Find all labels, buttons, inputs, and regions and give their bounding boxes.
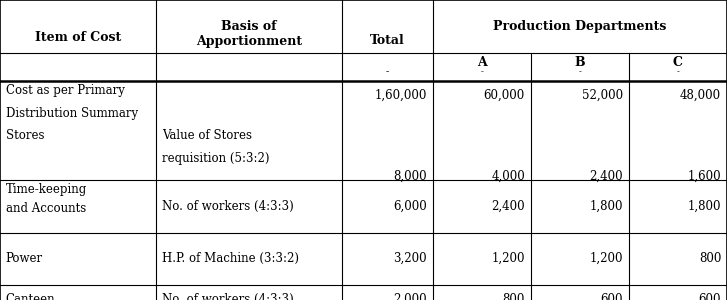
Text: 48,000: 48,000 — [680, 88, 721, 101]
Text: 1,200: 1,200 — [590, 252, 623, 265]
Text: Item of Cost: Item of Cost — [35, 31, 121, 44]
Text: A: A — [477, 56, 486, 69]
Text: Distribution Summary: Distribution Summary — [6, 106, 138, 119]
Text: Stores: Stores — [6, 129, 44, 142]
Text: 1,800: 1,800 — [590, 200, 623, 213]
Text: 800: 800 — [699, 252, 721, 265]
Text: C: C — [673, 56, 683, 69]
Text: No. of workers (4:3:3): No. of workers (4:3:3) — [162, 200, 294, 213]
Text: 600: 600 — [699, 293, 721, 300]
Text: 2,000: 2,000 — [393, 293, 427, 300]
Text: 8,000: 8,000 — [393, 169, 427, 182]
Text: 1,600: 1,600 — [688, 169, 721, 182]
Text: and Accounts: and Accounts — [6, 202, 86, 215]
Text: Canteen: Canteen — [6, 293, 55, 300]
Text: Basis of
Apportionment: Basis of Apportionment — [196, 20, 302, 49]
Text: Value of Stores: Value of Stores — [162, 129, 252, 142]
Text: Production Departments: Production Departments — [493, 20, 667, 33]
Text: -: - — [481, 68, 483, 76]
Text: Total: Total — [370, 34, 404, 47]
Text: Time-keeping: Time-keeping — [6, 183, 87, 196]
Text: 4,000: 4,000 — [491, 169, 525, 182]
Text: 600: 600 — [601, 293, 623, 300]
Text: requisition (5:3:2): requisition (5:3:2) — [162, 152, 270, 164]
Text: 1,200: 1,200 — [491, 252, 525, 265]
Text: 800: 800 — [502, 293, 525, 300]
Text: -: - — [385, 68, 389, 76]
Text: B: B — [574, 56, 585, 69]
Text: 2,400: 2,400 — [590, 169, 623, 182]
Text: -: - — [579, 68, 581, 76]
Text: Cost as per Primary: Cost as per Primary — [6, 84, 125, 97]
Text: 2,400: 2,400 — [491, 200, 525, 213]
Text: H.P. of Machine (3:3:2): H.P. of Machine (3:3:2) — [162, 252, 299, 265]
Text: 52,000: 52,000 — [582, 88, 623, 101]
Text: 1,800: 1,800 — [688, 200, 721, 213]
Text: 1,60,000: 1,60,000 — [374, 88, 427, 101]
Text: -: - — [677, 68, 679, 76]
Text: 60,000: 60,000 — [483, 88, 525, 101]
Text: Power: Power — [6, 252, 43, 265]
Text: 6,000: 6,000 — [393, 200, 427, 213]
Text: No. of workers (4:3:3): No. of workers (4:3:3) — [162, 293, 294, 300]
Text: 3,200: 3,200 — [393, 252, 427, 265]
